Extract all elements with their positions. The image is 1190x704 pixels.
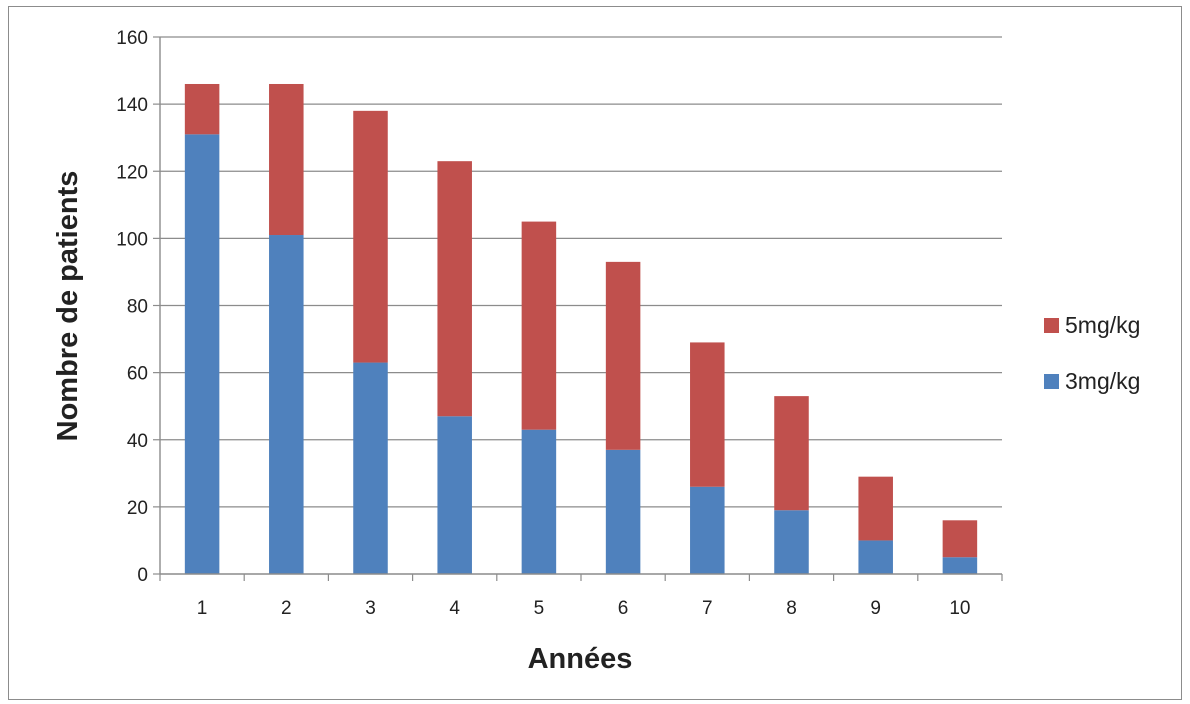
bar-series-1-cat-1 (184, 134, 220, 574)
bar-series-1-cat-7 (690, 486, 725, 574)
bar-series-1-cat-9 (858, 540, 893, 574)
bar-series-2-cat-1 (184, 83, 220, 135)
bar-series-2-cat-5 (521, 221, 557, 430)
y-tick-label: 0 (137, 565, 148, 586)
bar-series-2-cat-6 (605, 261, 641, 450)
y-tick-label: 20 (127, 498, 148, 519)
x-tick-label: 6 (618, 598, 629, 619)
y-tick-label: 100 (116, 229, 148, 250)
x-tick-label: 1 (197, 598, 208, 619)
y-tick-label: 120 (116, 162, 148, 183)
x-tick-label: 10 (949, 598, 970, 619)
bar-series-2-cat-3 (353, 110, 388, 363)
bar-series-1-cat-5 (521, 429, 557, 574)
y-tick-label: 160 (116, 28, 148, 49)
legend-label: 5mg/kg (1065, 312, 1140, 338)
bar-series-1-cat-4 (437, 416, 472, 574)
bar-series-2-cat-10 (942, 520, 978, 558)
y-axis-title: Nombre de patients (52, 171, 84, 442)
bar-series-2-cat-9 (858, 476, 893, 541)
x-tick-label: 4 (449, 598, 460, 619)
legend-label: 3mg/kg (1065, 368, 1140, 394)
bars (184, 83, 978, 574)
legend-swatch (1044, 318, 1059, 333)
x-tick-label: 5 (534, 598, 545, 619)
bar-series-1-cat-8 (774, 510, 809, 574)
y-tick-labels: 0 20 40 60 80 100 120 140 160 (116, 28, 148, 586)
bar-series-1-cat-2 (269, 235, 304, 574)
legend-swatch (1044, 374, 1059, 389)
x-tick-label: 2 (281, 598, 292, 619)
bar-series-2-cat-2 (269, 83, 304, 236)
bar-series-1-cat-6 (605, 449, 641, 574)
bar-series-2-cat-7 (690, 342, 725, 487)
x-tick-labels: 1 2 3 4 5 6 7 8 9 10 (197, 598, 971, 619)
x-tick-label: 9 (870, 598, 881, 619)
x-tick-label: 7 (702, 598, 713, 619)
legend: 5mg/kg 3mg/kg (1044, 312, 1140, 394)
y-tick-label: 140 (116, 95, 148, 116)
x-tick-label: 8 (786, 598, 797, 619)
y-tick-label: 60 (127, 364, 148, 385)
x-tick-label: 3 (365, 598, 376, 619)
bar-series-1-cat-3 (353, 362, 388, 574)
axes (159, 37, 1003, 581)
x-axis-title: Années (528, 643, 633, 675)
y-tick-label: 40 (127, 431, 148, 452)
y-tick-label: 80 (127, 297, 148, 318)
bar-series-1-cat-10 (942, 557, 978, 574)
bar-series-2-cat-8 (774, 396, 809, 511)
bar-series-2-cat-4 (437, 161, 472, 417)
